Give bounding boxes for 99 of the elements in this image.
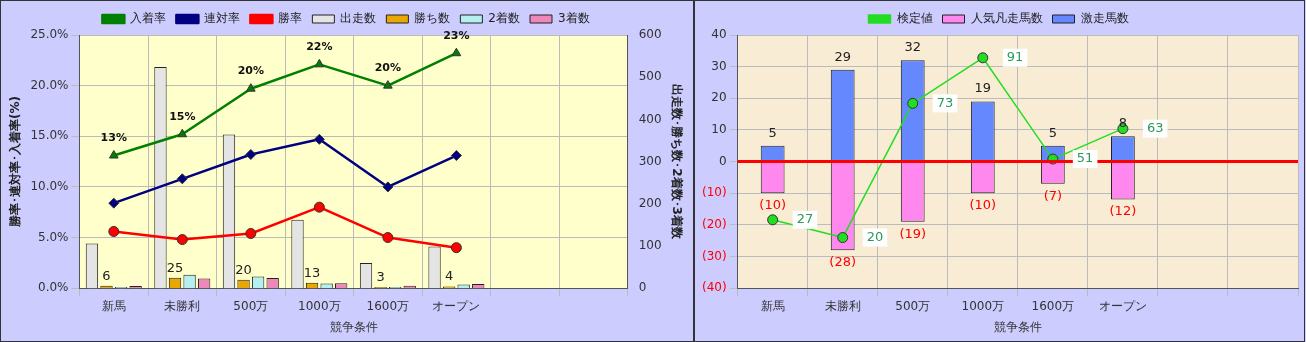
x-tick-label: 1000万 xyxy=(961,298,1005,313)
point xyxy=(451,47,462,57)
point xyxy=(907,97,919,109)
x-axis-title: 競争条件 xyxy=(993,319,1042,334)
legend-label: 検定値 xyxy=(896,11,933,26)
x-tick-label: 未勝利 xyxy=(164,298,201,313)
data-label: (12) xyxy=(1109,203,1137,219)
point xyxy=(767,214,779,226)
data-label: (7) xyxy=(1043,187,1063,203)
legend-label: 入着率 xyxy=(130,11,167,26)
data-label: 20 xyxy=(235,261,252,277)
data-label: (10) xyxy=(759,197,786,213)
y-axis-title: 勝率･連対率･入着率(%) xyxy=(8,96,23,229)
data-label: 19 xyxy=(974,80,992,96)
point xyxy=(382,181,394,193)
data-label: 25 xyxy=(166,259,184,275)
x-axis-title: 競争条件 xyxy=(329,319,378,334)
y-tick-label: 20 xyxy=(711,90,727,105)
y-tick-label: (40) xyxy=(701,280,727,295)
data-label: 29 xyxy=(834,48,851,64)
x-tick-label: 500万 xyxy=(895,298,931,313)
point xyxy=(383,80,393,89)
data-label: 20% xyxy=(237,64,264,78)
point xyxy=(108,150,119,159)
data-label: 23% xyxy=(443,28,470,42)
point xyxy=(245,228,257,240)
point xyxy=(313,201,325,213)
legend-label: 出走数 xyxy=(340,11,377,26)
y-tick-label: 25.0% xyxy=(30,27,69,42)
y2-axis-title: 出走数･勝ち数･2着数･3着数 xyxy=(669,84,684,240)
y-tick-label: (10) xyxy=(701,185,727,200)
legend-label: 勝ち数 xyxy=(414,11,451,26)
point xyxy=(245,149,257,161)
data-label: 51 xyxy=(1076,150,1094,166)
y-tick-label: 40 xyxy=(711,27,727,42)
point xyxy=(450,242,462,254)
y-tick-label: 20.0% xyxy=(30,77,69,92)
data-label: 5 xyxy=(768,124,777,140)
legend-label: 勝率 xyxy=(278,11,303,26)
y-tick-label: (30) xyxy=(701,248,727,263)
legend-label: 激走馬数 xyxy=(1080,11,1129,26)
y2-tick-label: 100 xyxy=(638,238,662,253)
point xyxy=(176,173,188,185)
point xyxy=(313,133,325,145)
point xyxy=(246,83,256,92)
data-label: 63 xyxy=(1146,120,1164,136)
x-tick-label: 1000万 xyxy=(298,298,341,313)
data-label: 5 xyxy=(1048,124,1057,140)
legend-label: 3着数 xyxy=(558,11,590,26)
data-label: 13% xyxy=(100,130,127,144)
point xyxy=(176,234,188,246)
y-tick-label: 10 xyxy=(711,122,727,137)
legend-label: 連対率 xyxy=(204,11,241,26)
point xyxy=(382,232,394,244)
point xyxy=(177,128,188,138)
y2-tick-label: 300 xyxy=(638,153,662,168)
data-label: 20% xyxy=(374,61,402,74)
data-label: 3 xyxy=(376,268,385,284)
point xyxy=(108,197,120,209)
y-tick-label: 5.0% xyxy=(38,229,69,244)
data-label: 32 xyxy=(904,39,922,55)
x-tick-label: 500万 xyxy=(233,298,269,313)
point xyxy=(450,150,462,162)
data-label: 20 xyxy=(866,228,884,244)
x-tick-label: 新馬 xyxy=(101,298,126,313)
data-label: 15% xyxy=(169,109,196,123)
data-label: (19) xyxy=(899,225,927,241)
y-tick-label: 10.0% xyxy=(30,179,69,194)
x-tick-label: 1600万 xyxy=(366,298,410,313)
point xyxy=(314,58,325,68)
y2-tick-label: 0 xyxy=(638,280,647,295)
y2-tick-label: 400 xyxy=(638,111,662,126)
data-label: 73 xyxy=(936,94,954,110)
legend-label: 人気凡走馬数 xyxy=(970,11,1043,26)
legend-label: 2着数 xyxy=(488,11,521,26)
data-label: 27 xyxy=(796,211,814,227)
point xyxy=(977,52,989,64)
y-tick-label: (20) xyxy=(701,217,727,232)
x-tick-label: オープン xyxy=(432,298,481,313)
x-tick-label: 未勝利 xyxy=(824,298,861,313)
data-label: (10) xyxy=(969,197,997,213)
y2-tick-label: 600 xyxy=(638,27,662,42)
x-tick-label: オープン xyxy=(1098,298,1147,313)
data-label: (28) xyxy=(829,254,857,270)
x-tick-label: 1600万 xyxy=(1031,298,1075,313)
y-tick-label: 0.0% xyxy=(38,280,69,295)
data-label: 6 xyxy=(102,267,111,283)
point xyxy=(837,232,849,244)
y2-tick-label: 500 xyxy=(638,69,662,84)
point xyxy=(108,225,120,237)
y-tick-label: 15.0% xyxy=(30,128,69,143)
data-label: 4 xyxy=(444,268,454,284)
y-tick-label: 0 xyxy=(718,153,727,168)
data-label: 13 xyxy=(303,264,321,280)
x-tick-label: 新馬 xyxy=(760,298,785,313)
y2-tick-label: 200 xyxy=(638,195,662,210)
data-label: 91 xyxy=(1006,49,1024,65)
y-tick-label: 30 xyxy=(711,58,727,73)
data-label: 22% xyxy=(306,39,333,53)
